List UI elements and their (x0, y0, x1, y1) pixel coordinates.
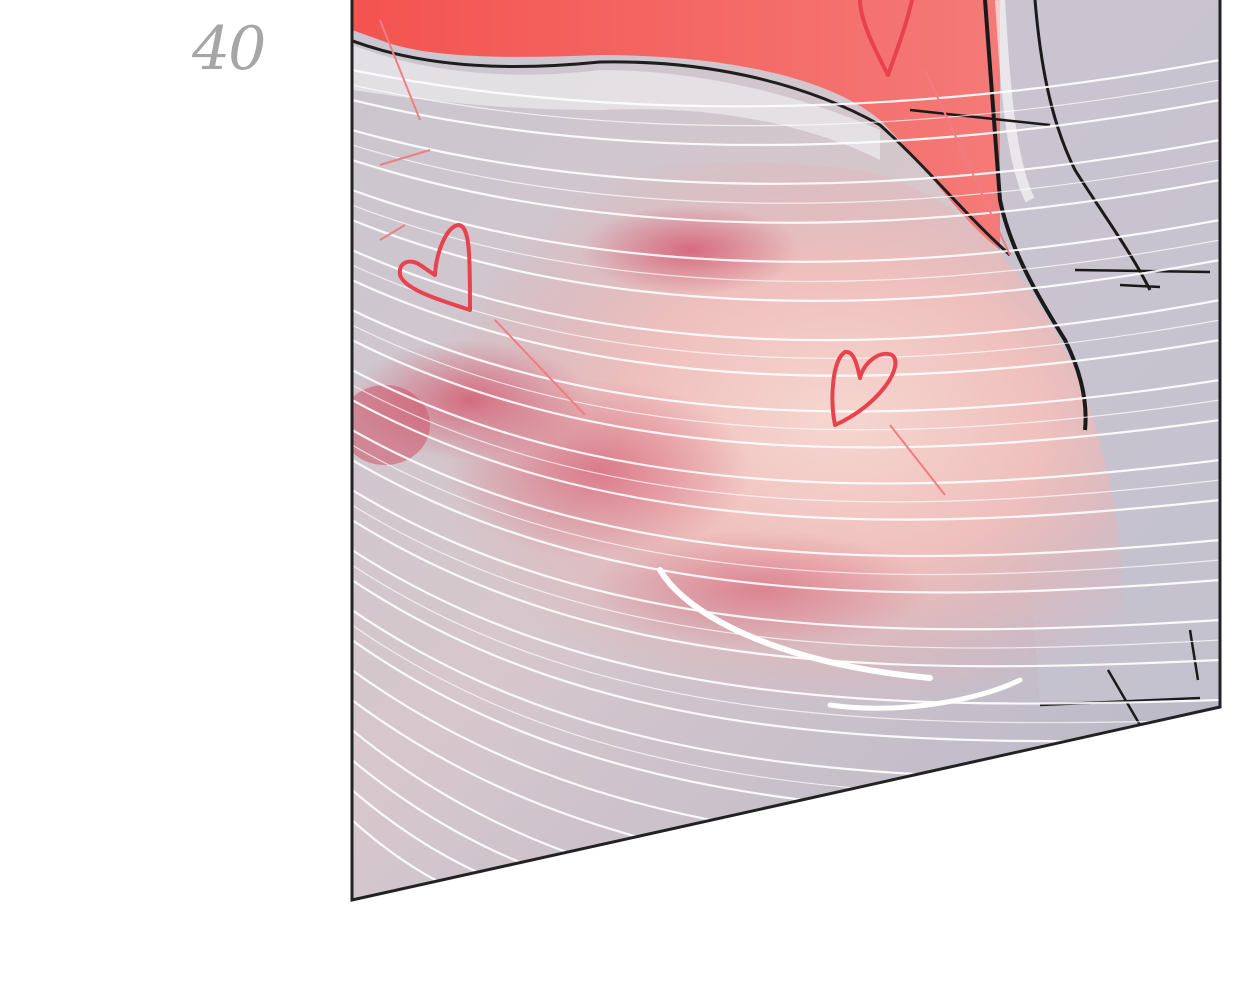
heart-icon (858, 0, 914, 77)
page-number: 40 (192, 14, 266, 84)
heart-icon (397, 223, 472, 312)
heart-icon (830, 349, 898, 427)
